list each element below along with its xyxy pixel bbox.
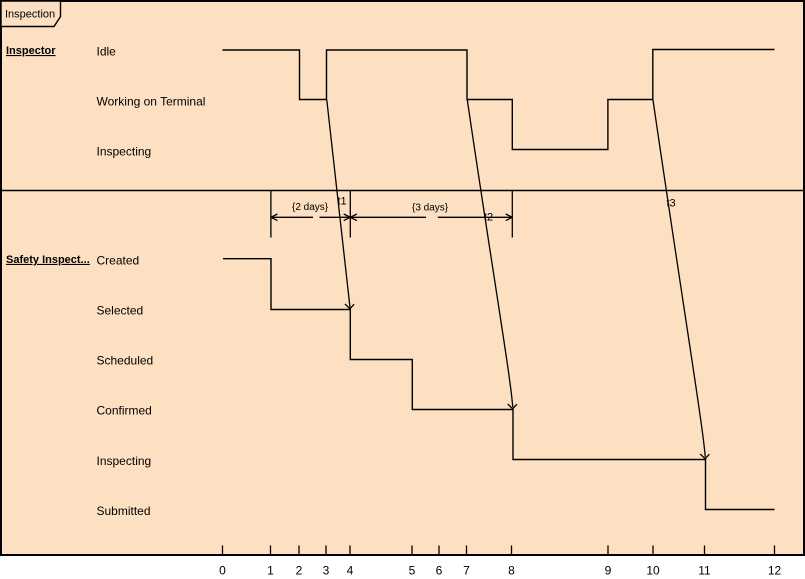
svg-text:Inspecting: Inspecting xyxy=(97,145,152,159)
svg-text:3: 3 xyxy=(323,564,330,578)
svg-text:7: 7 xyxy=(463,564,470,578)
svg-text:10: 10 xyxy=(646,564,660,578)
svg-text:{2 days}: {2 days} xyxy=(292,202,329,213)
svg-text:Scheduled: Scheduled xyxy=(97,354,154,368)
svg-text:Idle: Idle xyxy=(97,45,117,59)
svg-text:Selected: Selected xyxy=(97,304,144,318)
svg-text:Safety Inspect...: Safety Inspect... xyxy=(6,254,90,266)
svg-text:0: 0 xyxy=(219,564,226,578)
svg-text:Inspection: Inspection xyxy=(5,9,55,21)
svg-text:Inspecting: Inspecting xyxy=(97,454,152,468)
svg-text:Working on Terminal: Working on Terminal xyxy=(97,95,206,109)
svg-text:Inspector: Inspector xyxy=(6,45,56,57)
svg-text:t3: t3 xyxy=(667,198,676,210)
svg-text:5: 5 xyxy=(409,564,416,578)
svg-text:2: 2 xyxy=(296,564,303,578)
svg-text:12: 12 xyxy=(768,564,782,578)
svg-text:Submitted: Submitted xyxy=(97,504,151,518)
svg-text:6: 6 xyxy=(436,564,443,578)
svg-text:11: 11 xyxy=(698,564,711,578)
svg-text:Confirmed: Confirmed xyxy=(97,404,152,418)
svg-text:4: 4 xyxy=(347,564,354,578)
svg-text:{3 days}: {3 days} xyxy=(412,203,449,214)
svg-text:t1: t1 xyxy=(338,196,347,208)
svg-text:9: 9 xyxy=(605,564,612,578)
svg-text:1: 1 xyxy=(267,564,274,578)
svg-text:Created: Created xyxy=(97,254,140,268)
svg-text:8: 8 xyxy=(508,564,515,578)
